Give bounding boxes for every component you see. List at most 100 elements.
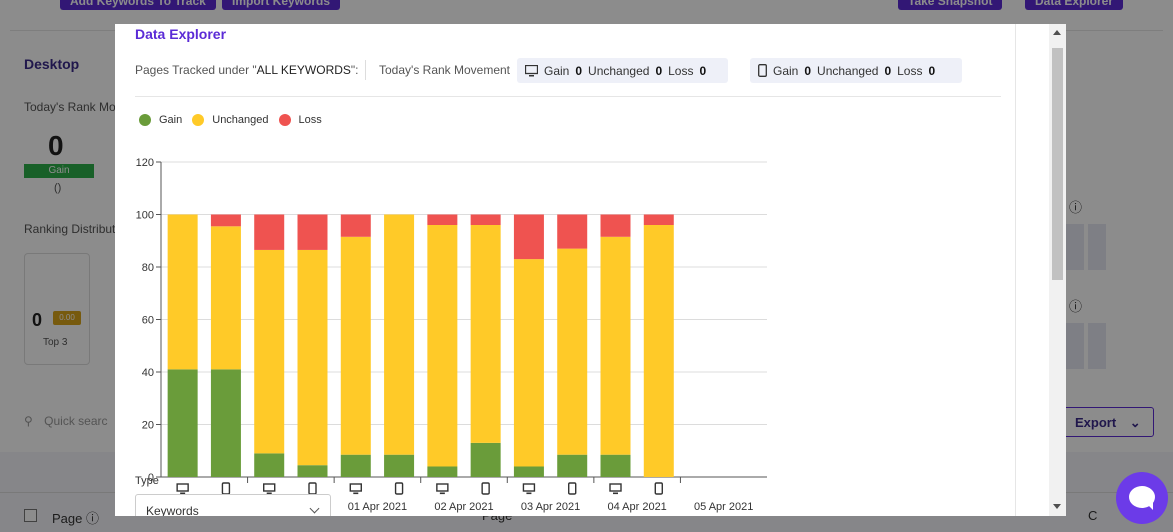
bar-segment-gain	[600, 454, 631, 477]
legend-swatch-unchanged	[192, 114, 205, 126]
bar-segment-loss	[340, 214, 371, 237]
top3-value: 0	[32, 310, 43, 330]
bar-segment-loss	[470, 214, 501, 225]
export-button[interactable]: Export ⌄	[1062, 407, 1154, 437]
mobile-icon	[481, 482, 490, 495]
bar-segment-loss	[297, 214, 328, 250]
mobile-icon	[221, 482, 231, 495]
gain-value: 0	[48, 130, 64, 161]
type-select[interactable]: Keywords	[135, 494, 331, 516]
modal-divider	[1015, 24, 1016, 516]
help-icon[interactable]: ⓘ	[1069, 299, 1083, 314]
bar-segment-gain	[513, 466, 544, 477]
rank-movement-label: Today's Rank Movement	[379, 63, 511, 77]
tracked-group-name: ALL KEYWORDS	[256, 63, 351, 77]
bar-segment-unchanged	[254, 249, 285, 454]
bar-segment-unchanged	[600, 236, 631, 455]
separator	[365, 60, 366, 80]
page-column-header[interactable]: Page ⓘ	[52, 508, 99, 527]
legend-item-unchanged[interactable]: Unchanged	[192, 114, 269, 126]
legend-item-gain[interactable]: Gain	[139, 114, 182, 126]
top3-badge: 0.00	[53, 311, 81, 325]
add-keywords-button[interactable]: Add Keywords To Track	[60, 0, 216, 10]
bar-segment-loss	[600, 214, 631, 237]
desktop-icon-stand	[439, 492, 445, 495]
export-label: Export	[1075, 415, 1117, 430]
top3-card[interactable]	[24, 253, 90, 365]
x-tick-label: 03 Apr 2021	[521, 501, 580, 513]
bar-segment-loss	[557, 214, 588, 249]
bar-segment-gain	[384, 454, 415, 477]
bar-segment-loss	[210, 214, 241, 227]
legend-item-loss[interactable]: Loss	[278, 114, 322, 126]
desktop-icon-stand	[526, 492, 532, 495]
y-tick-label: 80	[142, 262, 154, 274]
x-tick-label: 01 Apr 2021	[348, 501, 407, 513]
desktop-icon	[522, 483, 536, 492]
bar-segment-unchanged	[384, 214, 415, 455]
search-placeholder: Quick searc	[44, 414, 108, 428]
bar-segment-gain	[557, 454, 588, 477]
search-input[interactable]: ⚲ Quick searc	[24, 414, 108, 428]
mobile-icon	[308, 482, 317, 495]
y-tick-label: 120	[136, 157, 154, 169]
data-explorer-modal: Data Explorer Pages Tracked under "ALL K…	[115, 24, 1066, 516]
chevron-down-icon	[309, 503, 320, 514]
bar-segment-loss	[513, 214, 544, 260]
bar-segment-unchanged	[513, 259, 544, 467]
scroll-thumb[interactable]	[1052, 48, 1063, 280]
import-keywords-button[interactable]: Import Keywords	[222, 0, 341, 10]
divider	[135, 96, 1001, 97]
bar-segment-gain	[167, 369, 198, 477]
bar-segment-unchanged	[340, 236, 371, 455]
select-all-checkbox[interactable]	[24, 509, 37, 522]
bar-segment-unchanged	[470, 225, 501, 443]
chart-legend: Gain Unchanged Loss	[139, 114, 332, 126]
mobile-icon	[394, 482, 404, 495]
take-snapshot-button[interactable]: Take Snapshot	[898, 0, 1003, 10]
y-tick-label: 20	[142, 420, 154, 432]
desktop-icon	[525, 64, 538, 76]
x-tick-label: 02 Apr 2021	[434, 501, 493, 513]
data-explorer-button[interactable]: Data Explorer	[1025, 0, 1124, 10]
top3-label: Top 3	[43, 337, 68, 348]
bar-segment-unchanged	[643, 225, 674, 477]
modal-scrollbar[interactable]	[1049, 24, 1066, 516]
desktop-rank-chip: Gain 0 Unchanged 0 Loss 0	[517, 58, 728, 83]
mobile-icon	[654, 482, 663, 495]
desktop-icon	[176, 483, 189, 492]
chat-icon-tail	[1145, 502, 1153, 510]
bar-segment-unchanged	[557, 248, 588, 455]
page-column-label: Page	[52, 511, 83, 526]
desktop-icon-stand	[613, 492, 618, 495]
mobile-rank-chip: Gain 0 Unchanged 0 Loss 0	[750, 58, 962, 83]
help-icon[interactable]: ⓘ	[1069, 200, 1083, 215]
search-icon: ⚲	[24, 414, 33, 428]
scroll-up-icon[interactable]	[1053, 30, 1061, 35]
bar-segment-unchanged	[297, 249, 328, 466]
y-tick-label: 40	[142, 367, 154, 379]
bar-segment-loss	[254, 214, 285, 250]
ranking-distribution-label: Ranking Distribut	[24, 222, 116, 236]
x-tick-label: 04 Apr 2021	[607, 501, 666, 513]
mobile-column-header: C	[1088, 508, 1098, 523]
legend-swatch-gain	[139, 114, 151, 126]
mini-bar	[1066, 224, 1084, 270]
y-tick-label: 60	[142, 315, 154, 327]
chat-button[interactable]	[1116, 472, 1168, 524]
pages-tracked-label: Pages Tracked under "ALL KEYWORDS":	[135, 63, 359, 77]
todays-rank-label: Today's Rank Mo	[24, 100, 116, 114]
type-label: Type	[135, 475, 159, 487]
bar-segment-loss	[427, 214, 458, 225]
bar-segment-gain	[470, 442, 501, 477]
mini-bar	[1088, 323, 1106, 369]
mobile-icon	[758, 64, 767, 77]
scroll-down-icon[interactable]	[1053, 504, 1061, 509]
y-tick-label: 100	[136, 210, 154, 222]
gain-badge: Gain	[24, 164, 94, 178]
bar-segment-gain	[340, 454, 371, 477]
mini-bar	[1066, 323, 1084, 369]
desktop-icon	[609, 483, 622, 492]
bar-segment-gain	[254, 453, 285, 477]
